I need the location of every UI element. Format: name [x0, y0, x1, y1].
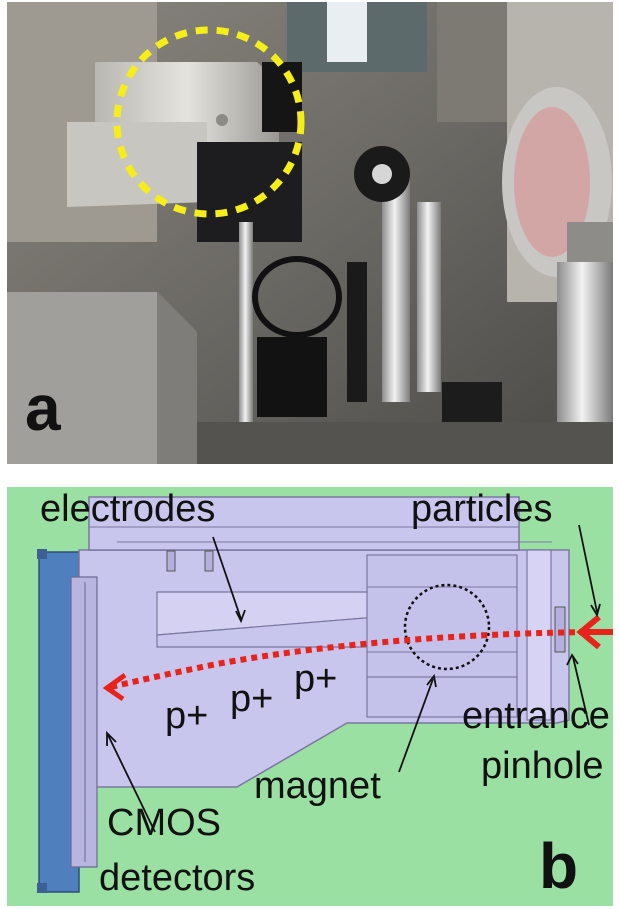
- panel-letter-b: b: [539, 830, 579, 902]
- label-proton-1: p+: [165, 695, 209, 737]
- spectrometer-schematic: electrodes particles p+ p+ p+ entrance p…: [7, 487, 613, 906]
- schematic-drawing: [37, 496, 613, 893]
- trajectory-arrowhead: [102, 672, 127, 702]
- label-pinhole: pinhole: [481, 745, 604, 787]
- label-magnet: magnet: [254, 765, 381, 807]
- setup-photograph: a: [7, 2, 613, 464]
- label-electrodes: electrodes: [40, 488, 216, 530]
- setup-photo-drawing: [7, 2, 613, 464]
- label-entrance: entrance: [462, 695, 610, 737]
- proton-trajectory: [106, 629, 598, 691]
- panel-letter-a: a: [25, 372, 61, 444]
- label-detectors: detectors: [99, 857, 256, 899]
- label-proton-2: p+: [230, 678, 274, 720]
- label-proton-3: p+: [294, 658, 338, 700]
- label-cmos: CMOS: [107, 802, 221, 844]
- magnet-region: [403, 583, 491, 671]
- highlight-circle: [113, 26, 305, 218]
- label-particles: particles: [411, 488, 553, 530]
